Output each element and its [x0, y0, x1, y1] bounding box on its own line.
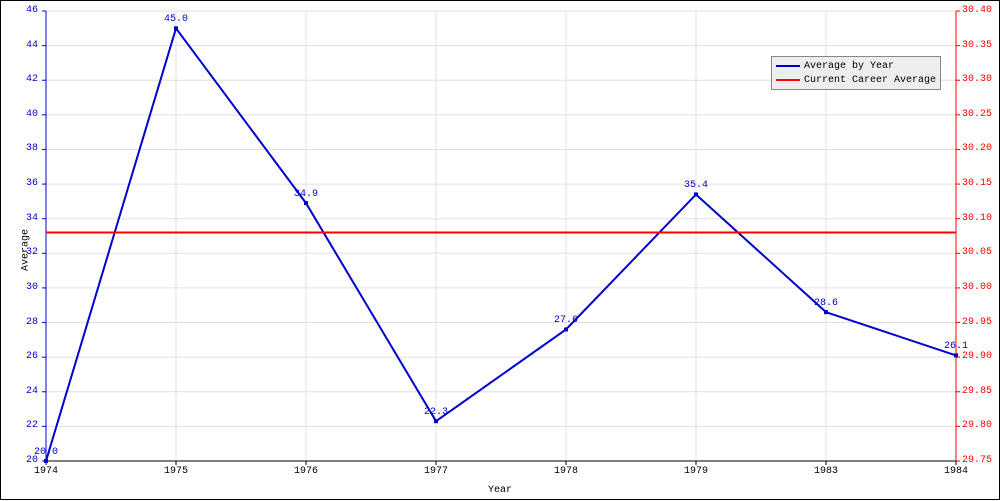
- x-tick-label: 1975: [164, 466, 188, 477]
- x-tick-label: 1984: [944, 466, 968, 477]
- data-point-label: 45.0: [164, 14, 188, 25]
- y-left-tick-label: 28: [26, 317, 38, 328]
- y-left-tick-label: 26: [26, 351, 38, 362]
- y-left-tick-label: 44: [26, 40, 38, 51]
- legend-item: Average by Year: [776, 59, 936, 73]
- y-right-tick-label: 30.25: [962, 109, 992, 120]
- legend-item: Current Career Average: [776, 73, 936, 87]
- y-right-tick-label: 30.30: [962, 74, 992, 85]
- x-tick-label: 1978: [554, 466, 578, 477]
- data-point-label: 35.4: [684, 180, 708, 191]
- chart-container: Average Year Average by YearCurrent Care…: [0, 0, 1000, 500]
- data-point-label: 28.6: [814, 298, 838, 309]
- legend-swatch: [776, 79, 800, 81]
- x-tick-label: 1976: [294, 466, 318, 477]
- y-left-tick-label: 32: [26, 247, 38, 258]
- y-right-tick-label: 30.35: [962, 40, 992, 51]
- x-tick-label: 1983: [814, 466, 838, 477]
- y-right-tick-label: 29.85: [962, 386, 992, 397]
- y-right-tick-label: 30.20: [962, 143, 992, 154]
- data-point-label: 27.6: [554, 315, 578, 326]
- data-point-label: 22.3: [424, 407, 448, 418]
- y-left-tick-label: 42: [26, 74, 38, 85]
- chart-legend: Average by Year Current Career Average: [771, 56, 941, 90]
- y-left-tick-label: 40: [26, 109, 38, 120]
- x-tick-label: 1977: [424, 466, 448, 477]
- y-left-tick-label: 36: [26, 178, 38, 189]
- y-right-tick-label: 30.15: [962, 178, 992, 189]
- legend-swatch: [776, 65, 800, 67]
- y-right-tick-label: 30.00: [962, 282, 992, 293]
- y-right-tick-label: 29.80: [962, 420, 992, 431]
- y-left-tick-label: 30: [26, 282, 38, 293]
- y-right-tick-label: 30.05: [962, 247, 992, 258]
- x-axis-label: Year: [488, 485, 512, 496]
- y-right-tick-label: 30.40: [962, 5, 992, 16]
- y-left-tick-label: 22: [26, 420, 38, 431]
- legend-label: Average by Year: [804, 61, 894, 72]
- y-left-tick-label: 24: [26, 386, 38, 397]
- y-right-tick-label: 29.90: [962, 351, 992, 362]
- legend-label: Current Career Average: [804, 75, 936, 86]
- y-left-tick-label: 38: [26, 143, 38, 154]
- y-left-tick-label: 34: [26, 213, 38, 224]
- data-point-label: 20.0: [34, 447, 58, 458]
- y-left-tick-label: 46: [26, 5, 38, 16]
- y-right-tick-label: 29.75: [962, 455, 992, 466]
- x-tick-label: 1974: [34, 466, 58, 477]
- y-right-tick-label: 29.95: [962, 317, 992, 328]
- y-right-tick-label: 30.10: [962, 213, 992, 224]
- data-point-label: 26.1: [944, 341, 968, 352]
- data-point-label: 34.9: [294, 189, 318, 200]
- x-tick-label: 1979: [684, 466, 708, 477]
